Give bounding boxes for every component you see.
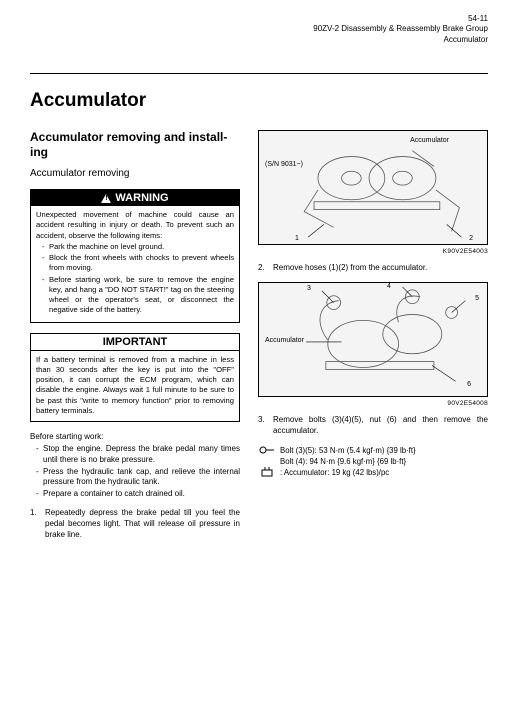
before-starting-list: Stop the engine. Depress the brake pedal…: [30, 444, 240, 500]
figure-2-callout-4: 4: [387, 283, 391, 290]
figure-2-callout-5: 5: [475, 295, 479, 302]
spec-block: Bolt (3)(5): 53 N·m (5.4 kgf·m) {39 lb·f…: [258, 445, 488, 479]
important-box: IMPORTANT If a battery terminal is remov…: [30, 333, 240, 423]
warning-intro: Unexpected movement of machine could cau…: [36, 210, 234, 240]
right-column: Accumulator (S/N 9031~) 1 2 K90V2E54003 …: [258, 130, 488, 548]
before-starting-block: Before starting work: Stop the engine. D…: [30, 432, 240, 500]
step-3-text: Remove bolts (3)(4)(5), nut (6) and then…: [273, 415, 488, 437]
manual-title: 90ZV-2 Disassembly & Reassembly Brake Gr…: [30, 24, 488, 34]
step-2: 2. Remove hoses (1)(2) from the accumula…: [258, 263, 488, 274]
warning-item: Block the front wheels with chocks to pr…: [42, 253, 234, 274]
spec-weight: : Accumulator: 19 kg (42 lbs)/pc: [258, 467, 488, 478]
warning-item: Park the machine on level ground.: [42, 242, 234, 252]
step-1: 1. Repeatedly depress the brake pedal ti…: [30, 508, 240, 540]
warning-body: Unexpected movement of machine could cau…: [31, 206, 239, 322]
spec-torque-2: Bolt (4): 94 N·m {9.6 kgf·m} {69 lb·ft}: [280, 456, 416, 467]
important-body: If a battery terminal is removed from a …: [31, 351, 239, 422]
figure-1: Accumulator (S/N 9031~) 1 2: [258, 130, 488, 245]
left-column: Accumulator removing and install- ing Ac…: [30, 130, 240, 548]
two-column-layout: Accumulator removing and install- ing Ac…: [30, 130, 488, 548]
warning-title-bar: WARNING: [31, 190, 239, 206]
warning-title: WARNING: [115, 192, 168, 204]
before-item: Press the hydraulic tank cap, and reliev…: [36, 467, 240, 489]
before-item: Prepare a container to catch drained oil…: [36, 489, 240, 500]
step-1-number: 1.: [30, 508, 41, 540]
figure-2: 3 4 5 6 Accumulator: [258, 282, 488, 397]
warning-box: WARNING Unexpected movement of machine c…: [30, 189, 240, 323]
figure-2-acc-label: Accumulator: [265, 337, 304, 344]
torque-icon: [258, 445, 276, 455]
figure-1-callout-2: 2: [469, 235, 473, 242]
figure-1-drawing: [259, 131, 487, 244]
step-3-number: 3.: [258, 415, 269, 437]
figure-1-sn-label: (S/N 9031~): [265, 161, 303, 168]
figure-1-code: K90V2E54003: [258, 248, 488, 255]
page-header: 54-11 90ZV-2 Disassembly & Reassembly Br…: [30, 14, 488, 45]
spec-torque-text: Bolt (3)(5): 53 N·m (5.4 kgf·m) {39 lb·f…: [280, 445, 416, 468]
figure-1-callout-1: 1: [295, 235, 299, 242]
warning-list: Park the machine on level ground. Block …: [36, 242, 234, 316]
step-1-text: Repeatedly depress the brake pedal till …: [45, 508, 240, 540]
figure-2-code: 90V2E54008: [258, 400, 488, 407]
page-number: 54-11: [30, 14, 488, 24]
before-item: Stop the engine. Depress the brake pedal…: [36, 444, 240, 466]
important-title: IMPORTANT: [31, 334, 239, 351]
figure-2-callout-6: 6: [467, 381, 471, 388]
weight-icon: [258, 467, 276, 477]
spec-weight-text: : Accumulator: 19 kg (42 lbs)/pc: [280, 467, 389, 478]
figure-1-acc-label: Accumulator: [410, 137, 449, 144]
step-2-text: Remove hoses (1)(2) from the accumulator…: [273, 263, 427, 274]
warning-icon: [101, 194, 111, 203]
step-3: 3. Remove bolts (3)(4)(5), nut (6) and t…: [258, 415, 488, 437]
before-starting-head: Before starting work:: [30, 432, 240, 443]
procedure-heading: Accumulator removing and install- ing: [30, 130, 240, 160]
section-name: Accumulator: [30, 35, 488, 45]
sub-heading: Accumulator removing: [30, 168, 240, 179]
page-title: Accumulator: [30, 90, 488, 112]
warning-item: Before starting work, be sure to remove …: [42, 275, 234, 316]
spec-torque-1: Bolt (3)(5): 53 N·m (5.4 kgf·m) {39 lb·f…: [280, 445, 416, 456]
figure-2-callout-3: 3: [307, 285, 311, 292]
header-rule: [30, 73, 488, 74]
spec-torque: Bolt (3)(5): 53 N·m (5.4 kgf·m) {39 lb·f…: [258, 445, 488, 468]
step-2-number: 2.: [258, 263, 269, 274]
